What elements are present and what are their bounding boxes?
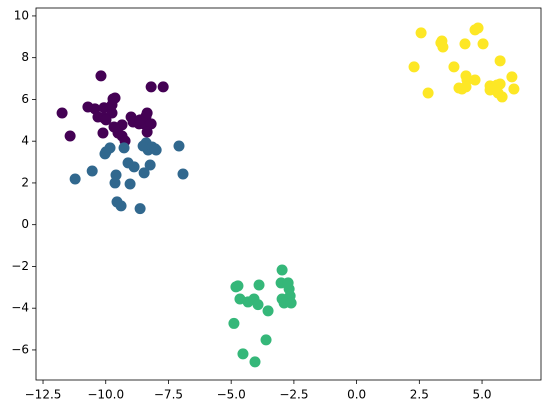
point [177,168,189,180]
point [141,107,153,119]
point [276,264,288,276]
y-tick-label: −4 [11,301,29,315]
point [134,203,146,215]
point [477,38,489,50]
y-tick-label: 8 [21,50,29,64]
point [459,38,471,50]
x-tick-label: −7.5 [154,388,183,402]
y-tick-label: 6 [21,92,29,106]
point [285,297,297,309]
point [249,356,261,368]
point [138,167,150,179]
point [494,55,506,67]
point [508,83,520,95]
point [232,280,244,292]
point [109,177,121,189]
point [469,74,481,86]
y-tick-label: 2 [21,175,29,189]
point [253,279,265,291]
point [141,126,153,138]
point [173,140,185,152]
point [408,61,420,73]
point [496,91,508,103]
y-tick-label: 4 [21,134,29,148]
y-tick-label: −6 [11,342,29,356]
x-tick-label: −10.0 [87,388,124,402]
point [145,81,157,93]
point [97,127,109,139]
point [422,87,434,99]
point [86,165,98,177]
y-tick-label: 0 [21,217,29,231]
point [262,305,274,317]
point [282,277,294,289]
point [252,299,264,311]
point [64,130,76,142]
point [237,348,249,360]
point [69,173,81,185]
point [56,107,68,119]
point [260,334,272,346]
point [115,200,127,212]
point [415,27,427,39]
point [128,161,140,173]
point [506,71,518,83]
point [150,144,162,156]
y-tick-label: 10 [14,8,29,22]
point [228,317,240,329]
point [145,118,157,130]
x-tick-label: −2.5 [279,388,308,402]
x-tick-label: 5.0 [472,388,491,402]
plot-frame [35,7,542,381]
point [108,121,120,133]
point [157,81,169,93]
point [469,24,481,36]
x-tick-label: 0.0 [347,388,366,402]
point [124,178,136,190]
point [435,37,447,49]
x-tick-label: −5.0 [217,388,246,402]
point [460,81,472,93]
y-tick-label: −2 [11,259,29,273]
point [104,142,116,154]
point [118,142,130,154]
point [448,61,460,73]
x-tick-label: −12.5 [25,388,62,402]
x-tick-label: 2.5 [410,388,429,402]
point [107,93,119,105]
point [100,114,112,126]
point [144,159,156,171]
point [95,70,107,82]
